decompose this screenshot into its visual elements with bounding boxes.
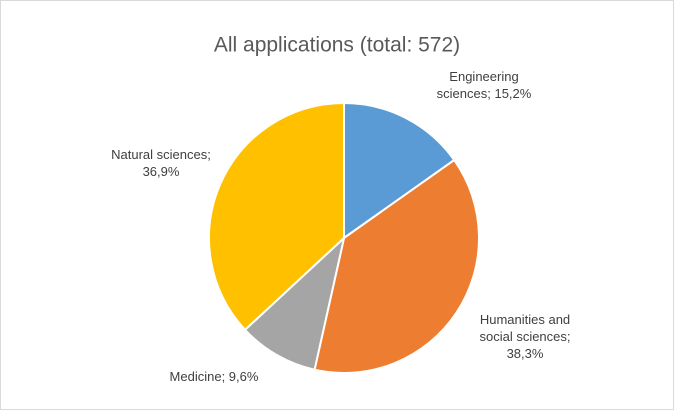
- pie-slice: [313, 158, 480, 374]
- chart-title: All applications (total: 572): [214, 34, 460, 57]
- data-label: Engineering sciences; 15,2%: [436, 69, 532, 101]
- data-label: Natural sciences; 36,9%: [111, 147, 211, 179]
- data-label: Medicine; 9,6%: [169, 369, 259, 384]
- pie-slice: [343, 101, 456, 240]
- data-label: Humanities and social sciences; 38,3%: [479, 312, 571, 361]
- pie-slice: [243, 235, 346, 371]
- pie-slice: [208, 101, 345, 332]
